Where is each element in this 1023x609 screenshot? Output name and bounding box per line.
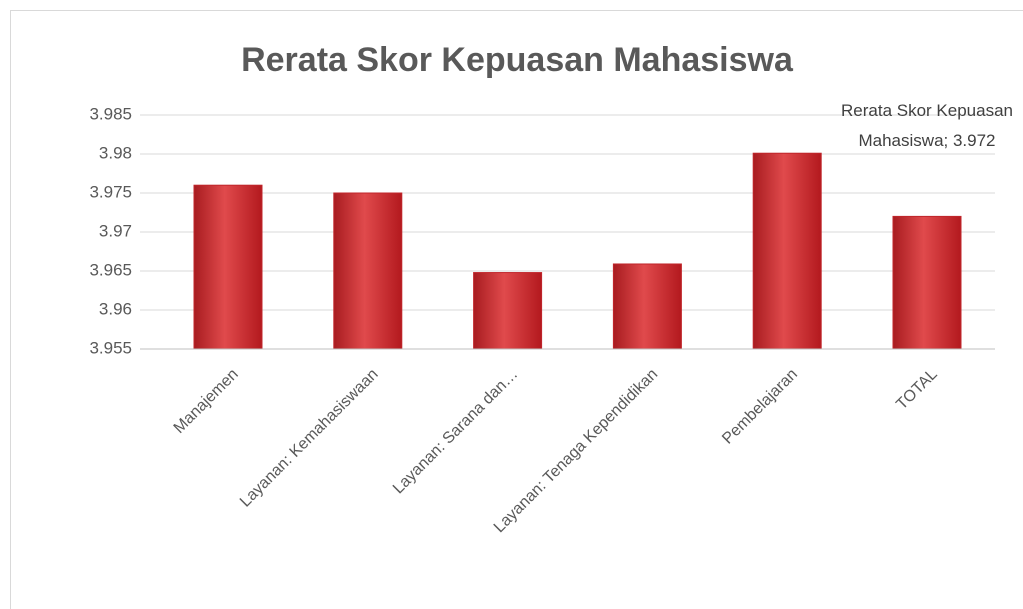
y-tick-label: 3.975 [89, 182, 132, 201]
y-tick-label: 3.98 [99, 143, 132, 162]
bar [333, 192, 403, 350]
chart-title: Rerata Skor Kepuasan Mahasiswa [241, 41, 794, 79]
bar [473, 272, 543, 350]
y-tick-label: 3.97 [99, 221, 132, 240]
y-tick-label: 3.955 [89, 338, 132, 357]
data-label-text: Rerata Skor Kepuasan Mahasiswa; 3.972 [841, 101, 1013, 151]
bar [892, 215, 962, 350]
y-tick-label: 3.965 [89, 260, 132, 279]
y-tick-label: 3.985 [89, 104, 132, 123]
bar [612, 263, 682, 350]
y-tick-label: 3.96 [99, 299, 132, 318]
data-label: Rerata Skor Kepuasan Mahasiswa; 3.972 [841, 101, 1013, 151]
bar [193, 184, 263, 350]
bar [752, 152, 822, 350]
